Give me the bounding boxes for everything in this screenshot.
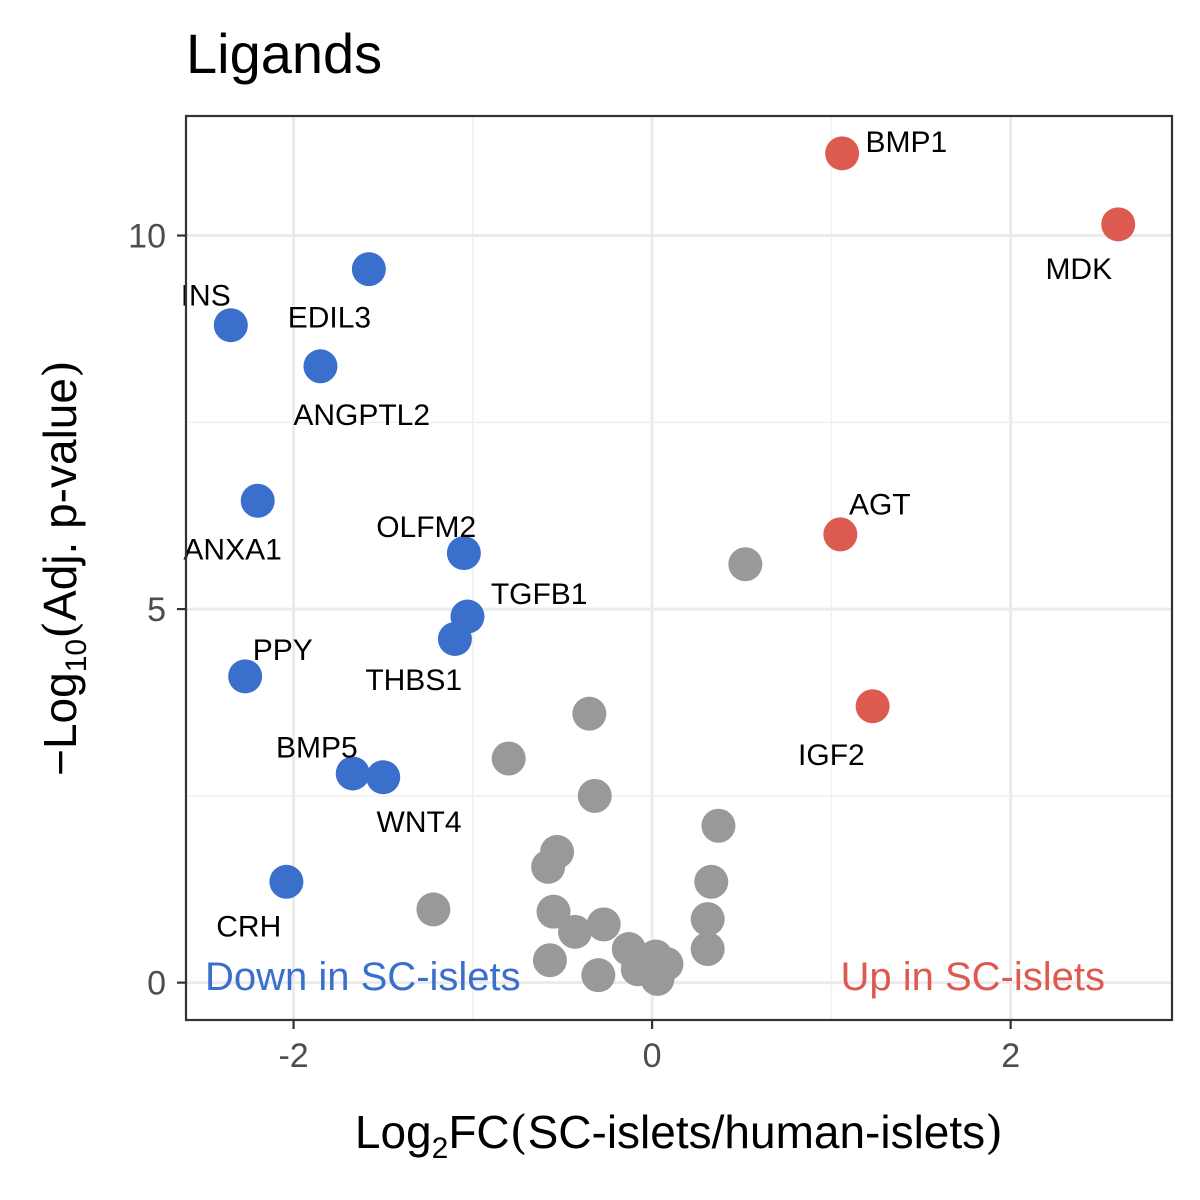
point-ns [701, 808, 736, 843]
y-axis-title-inner: Adj. p-value [34, 378, 86, 621]
point-mdk [1101, 207, 1136, 242]
annotation-down: Down in SC-islets [205, 955, 521, 999]
point-ns [577, 778, 612, 813]
point-ns [532, 943, 567, 978]
label-bmp5: BMP5 [276, 731, 358, 764]
grid-lines [186, 116, 1172, 1020]
point-ns [690, 902, 725, 937]
y-axis-title-open: ( [33, 621, 87, 639]
label-angptl2: ANGPTL2 [293, 399, 430, 432]
y-axis-title-close: ) [33, 360, 87, 378]
y-tick-label: 5 [147, 591, 166, 629]
point-agt [823, 517, 858, 552]
point-ns [416, 892, 451, 927]
label-crh: CRH [216, 911, 281, 944]
x-axis-title-stem: FC [448, 1106, 509, 1158]
point-ns [491, 741, 526, 776]
point-bmp1 [825, 136, 860, 171]
x-axis-title-open: ( [510, 1105, 528, 1159]
point-edil3 [351, 252, 386, 287]
y-axis-title-subscript: 10 [60, 639, 93, 672]
x-axis-title-subscript: 2 [432, 1132, 449, 1165]
annotation-up: Up in SC-islets [840, 955, 1105, 999]
label-ppy: PPY [253, 634, 313, 667]
point-igf2 [855, 689, 890, 724]
point-crh [269, 864, 304, 899]
point-ins [213, 308, 248, 343]
point-ns [586, 907, 621, 942]
point-ppy [228, 659, 263, 694]
x-axis-title-prefix: Log [355, 1106, 432, 1158]
chart-title: Ligands [186, 22, 382, 85]
point-wnt4 [366, 760, 401, 795]
point-ns [694, 864, 729, 899]
label-agt: AGT [849, 488, 911, 521]
label-olfm2: OLFM2 [376, 511, 476, 544]
x-axis-title-close: ) [985, 1105, 1003, 1159]
x-tick-label: 2 [1001, 1037, 1020, 1075]
point-ns [690, 932, 725, 967]
gene-labels: BMP1 MDK AGT IGF2 EDIL3 INS ANGPTL2 ANXA1 OLFM2 T… [181, 126, 1112, 943]
label-edil3: EDIL3 [288, 302, 371, 335]
point-ns [581, 958, 616, 993]
point-ns [531, 849, 566, 884]
point-olfm2 [446, 536, 481, 571]
label-mdk: MDK [1045, 253, 1112, 286]
label-tgfb1: TGFB1 [491, 578, 588, 611]
point-bmp5 [335, 756, 370, 791]
point-anxa1 [240, 483, 275, 518]
axes: -2 0 2 0 5 10 [128, 218, 1020, 1075]
point-ns [728, 547, 763, 582]
x-axis-title: Log2FC(SC-islets/human-islets) [355, 1105, 1003, 1165]
point-ns [640, 961, 675, 996]
label-igf2: IGF2 [798, 739, 865, 772]
plot-border [184, 114, 1174, 1022]
label-bmp1: BMP1 [865, 126, 947, 159]
y-axis-title-prefix: −Log [34, 672, 86, 776]
y-tick-label: 10 [128, 218, 166, 256]
data-points [213, 136, 1136, 996]
x-axis-title-inner: SC-islets/human-islets [528, 1106, 986, 1158]
y-tick-label: 0 [147, 965, 166, 1003]
point-angptl2 [303, 349, 338, 384]
label-anxa1: ANXA1 [183, 533, 281, 566]
x-tick-label: -2 [278, 1037, 308, 1075]
y-axis-title: −Log10(Adj. p-value) [33, 360, 93, 776]
label-thbs1: THBS1 [365, 664, 462, 697]
x-tick-label: 0 [643, 1037, 662, 1075]
label-wnt4: WNT4 [377, 806, 462, 839]
point-thbs1 [437, 621, 472, 656]
point-ns [536, 894, 571, 929]
label-ins: INS [181, 279, 231, 312]
point-ns [572, 696, 607, 731]
point-ns [558, 914, 593, 949]
